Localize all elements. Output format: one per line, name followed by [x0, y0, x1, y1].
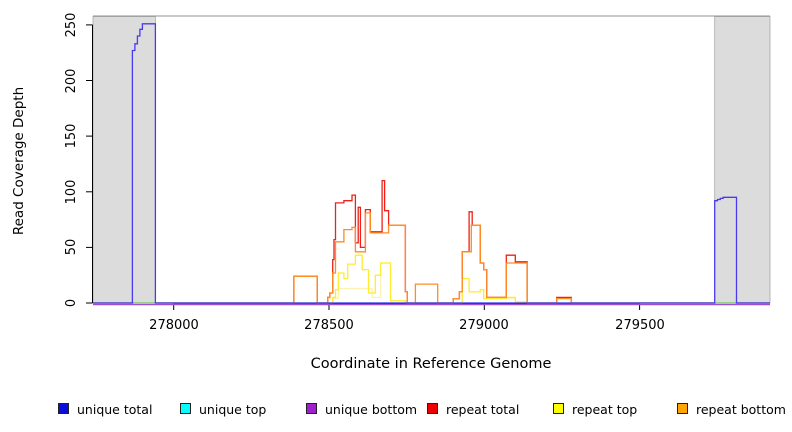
legend-label: unique top [199, 402, 267, 417]
masked-region [714, 16, 771, 304]
series-repeat-bottom-line [93, 212, 770, 304]
masked-region [92, 16, 156, 304]
legend-label: unique total [77, 402, 153, 417]
legend-item: unique bottom [306, 399, 417, 417]
y-tick-label: 0 [64, 298, 79, 308]
series-unique-total-line [93, 23, 770, 304]
y-tick-label: 100 [64, 179, 79, 205]
legend-label: repeat total [446, 402, 520, 417]
y-tick-label: 250 [64, 12, 79, 38]
legend-swatch [427, 403, 438, 414]
legend-item: repeat top [553, 399, 637, 417]
legend-swatch [180, 403, 191, 414]
legend-label: repeat top [572, 402, 638, 417]
legend-label: repeat bottom [696, 402, 786, 417]
legend-swatch [677, 403, 688, 414]
legend-item: repeat total [427, 399, 519, 417]
legend-item: unique total [58, 399, 152, 417]
legend-item: unique top [180, 399, 266, 417]
legend-swatch [553, 403, 564, 414]
x-tick-label: 278000 [149, 318, 199, 333]
legend-swatch [58, 403, 69, 414]
legend-label: unique bottom [325, 402, 418, 417]
x-tick-label: 279500 [615, 318, 665, 333]
y-axis-title: Read Coverage Depth [11, 86, 27, 236]
legend-item: repeat bottom [677, 399, 786, 417]
legend-swatch [306, 403, 317, 414]
x-tick-label: 278500 [304, 318, 354, 333]
y-tick-label: 150 [64, 123, 79, 149]
y-tick-label: 50 [64, 238, 79, 256]
x-axis-title: Coordinate in Reference Genome [310, 356, 552, 372]
pale-yellow-overlap-line [507, 297, 516, 303]
x-tick-label: 279000 [459, 318, 509, 333]
y-tick-label: 200 [64, 68, 79, 94]
series-repeat-top-line [93, 254, 770, 304]
plot-area [86, 15, 771, 310]
